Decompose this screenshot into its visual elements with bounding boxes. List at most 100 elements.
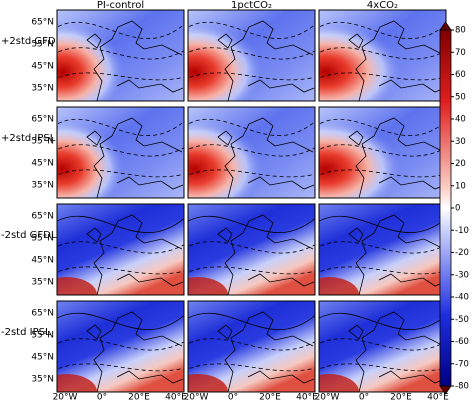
map-panel (57, 10, 184, 101)
map-panel (188, 301, 315, 392)
contour (319, 266, 446, 275)
map-panel (319, 204, 446, 295)
colorbar-tick-label: 80 (455, 26, 466, 36)
coastline (348, 214, 446, 295)
contour (57, 312, 184, 330)
contour (57, 169, 184, 178)
column-title: 4xCO₂ (367, 0, 398, 11)
map-panel (319, 10, 446, 101)
lat-label: 55°N (31, 234, 54, 244)
colorbar-extend (439, 21, 452, 395)
field-anomaly (188, 374, 228, 392)
field-anomaly (188, 107, 315, 198)
contour (57, 338, 184, 351)
contour (319, 144, 446, 157)
colorbar-tick-label: -70 (455, 359, 469, 369)
contour (57, 215, 184, 233)
colorbar-tick-label: -30 (455, 270, 469, 280)
field-anomaly (319, 107, 446, 198)
contour (319, 47, 446, 60)
map-panel (319, 301, 446, 392)
contour (57, 144, 184, 157)
lon-label: 40°E (165, 393, 187, 403)
lon-label: 20°W (184, 393, 209, 403)
coastline (217, 117, 315, 198)
lat-label: 65°N (31, 115, 54, 125)
colorbar-tick-label: -40 (455, 293, 469, 303)
colorbar-tick-label: -60 (455, 337, 469, 347)
coastline (86, 20, 184, 101)
coastline (348, 20, 446, 101)
field-anomaly (319, 10, 446, 101)
contour (188, 21, 315, 39)
contour (319, 169, 446, 178)
field-anomaly (57, 277, 97, 295)
contour (188, 118, 315, 136)
contour (188, 72, 315, 81)
contour (188, 144, 315, 157)
lat-label: 65°N (31, 18, 54, 28)
lat-label: 45°N (31, 159, 54, 169)
colorbar-tick-label: 70 (455, 48, 466, 58)
colorbar-tick-label: 40 (455, 115, 466, 125)
lat-label: 35°N (31, 181, 54, 191)
coastline (86, 214, 184, 295)
lon-label: 20°E (128, 393, 150, 403)
colorbar-tick-label: 10 (455, 181, 466, 191)
colorbar-tick-label: -80 (455, 382, 469, 392)
lon-label: 20°E (390, 393, 412, 403)
colorbar-tick-label: -50 (455, 315, 469, 325)
lat-label: 45°N (31, 62, 54, 72)
colorbar-tick-label: 30 (455, 137, 466, 147)
lat-label: 65°N (31, 309, 54, 319)
contour (319, 72, 446, 81)
panel-frame (56, 9, 185, 102)
lat-label: 55°N (31, 331, 54, 341)
field-anomaly (188, 10, 315, 101)
coastline (217, 20, 315, 101)
panel-frame (187, 106, 316, 199)
contour (319, 21, 446, 39)
map-panel (319, 107, 446, 198)
panel-frame (187, 203, 316, 296)
contour (57, 72, 184, 81)
map-panel (57, 204, 184, 295)
contour (188, 363, 315, 372)
panel-frame (187, 300, 316, 393)
coastline (86, 311, 184, 392)
contour (319, 215, 446, 233)
lon-label: 20°W (53, 393, 78, 403)
column-title: 1pctCO₂ (231, 0, 272, 11)
contour (57, 118, 184, 136)
row-label: -2std GFDL (1, 230, 57, 241)
coastline (217, 214, 315, 295)
row-label: +2std GFDL (1, 36, 62, 47)
colorbar-tick-label: 50 (455, 92, 466, 102)
panel-frame (56, 106, 185, 199)
contour (319, 312, 446, 330)
lat-label: 35°N (31, 278, 54, 288)
panel-frame (187, 9, 316, 102)
contour (319, 241, 446, 254)
map-panel (188, 107, 315, 198)
colorbar (439, 29, 452, 387)
contour (57, 266, 184, 275)
lon-label: 20°E (259, 393, 281, 403)
row-label: -2std IPSL (1, 327, 51, 338)
lon-label: 0° (97, 393, 107, 403)
contour (57, 21, 184, 39)
colorbar-tick-label: -20 (455, 248, 469, 258)
contour (188, 266, 315, 275)
row-label: +2std IPSL (1, 133, 56, 144)
panel-frame (56, 300, 185, 393)
colorbar-tick-label: 60 (455, 70, 466, 80)
colorbar-tick-label: 20 (455, 159, 466, 169)
field-anomaly (57, 374, 97, 392)
contour (319, 338, 446, 351)
contour (319, 363, 446, 372)
lat-label: 55°N (31, 137, 54, 147)
contour (188, 241, 315, 254)
field-anomaly (57, 10, 172, 101)
map-panel (57, 301, 184, 392)
